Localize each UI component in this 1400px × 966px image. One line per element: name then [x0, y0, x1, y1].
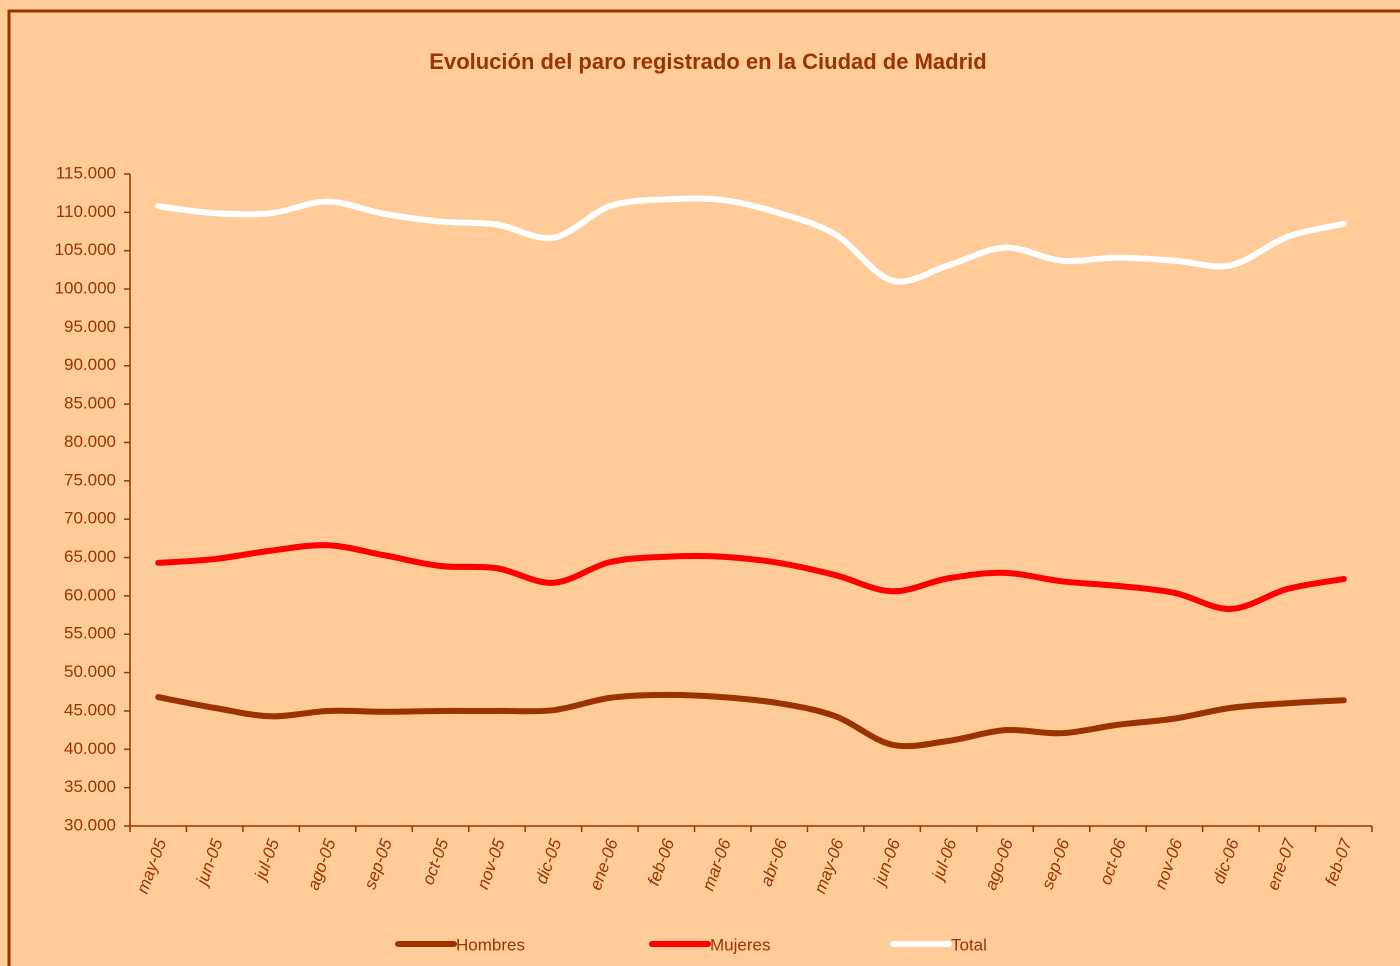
y-tick-label: 45.000	[64, 700, 116, 719]
y-tick-label: 85.000	[64, 394, 116, 413]
chart-title: Evolución del paro registrado en la Ciud…	[429, 49, 986, 74]
y-tick-label: 65.000	[64, 547, 116, 566]
series-line	[155, 542, 1347, 612]
y-tick-label: 55.000	[64, 624, 116, 643]
y-tick-label: 50.000	[64, 662, 116, 681]
y-tick-label: 60.000	[64, 585, 116, 604]
y-tick-label: 40.000	[64, 739, 116, 758]
legend-label: Total	[951, 935, 987, 954]
y-tick-label: 95.000	[64, 317, 116, 336]
y-tick-label: 30.000	[64, 815, 116, 834]
y-tick-label: 110.000	[56, 202, 116, 221]
series-line	[155, 691, 1347, 750]
y-tick-label: 90.000	[64, 355, 116, 374]
legend-label: Mujeres	[710, 935, 770, 954]
y-tick-label: 100.000	[55, 279, 116, 298]
y-tick-label: 75.000	[64, 470, 116, 489]
y-tick-label: 80.000	[64, 432, 116, 451]
y-tick-label: 115.000	[56, 163, 116, 182]
series-line	[155, 195, 1347, 285]
y-tick-label: 35.000	[64, 777, 116, 796]
legend-label: Hombres	[456, 935, 525, 954]
y-tick-label: 70.000	[64, 509, 116, 528]
y-tick-label: 105.000	[55, 240, 116, 259]
chart-frame	[7, 9, 1400, 966]
